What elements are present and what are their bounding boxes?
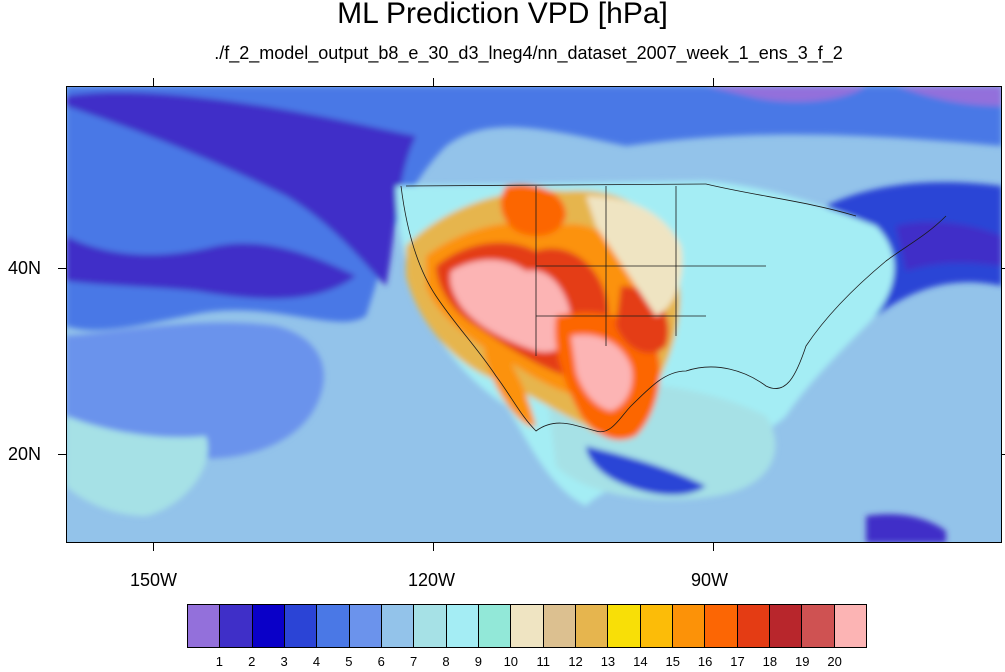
x-tick-label-90w: 90W <box>691 570 729 590</box>
vpd-map <box>66 86 1002 543</box>
colorbar-label: 10 <box>503 654 519 669</box>
colorbar-label: 6 <box>377 654 385 669</box>
colorbar-swatch <box>317 605 350 647</box>
colorbar-label: 18 <box>762 654 778 669</box>
colorbar-swatch <box>575 605 609 647</box>
y-tick-label-40n: 40N <box>8 258 42 278</box>
colorbar-swatch <box>188 605 221 647</box>
colorbar-swatch <box>414 605 447 647</box>
colorbar-label: 7 <box>410 654 418 669</box>
colorbar-label: 13 <box>600 654 616 669</box>
colorbar-swatch <box>640 605 673 647</box>
x-tick-mark <box>433 78 434 86</box>
colorbar-swatch <box>608 605 641 647</box>
x-tick-label-150w: 150W <box>130 570 178 590</box>
x-tick-mark <box>433 543 434 551</box>
colorbar-label: 16 <box>697 654 713 669</box>
colorbar-swatch <box>705 605 738 647</box>
colorbar-label: 15 <box>665 654 680 669</box>
colorbar-label: 4 <box>312 654 321 669</box>
colorbar-label: 9 <box>474 654 483 669</box>
colorbar-swatch <box>478 605 512 647</box>
colorbar-swatch <box>446 605 479 647</box>
x-tick-mark <box>153 543 154 551</box>
colorbar-label: 2 <box>248 654 256 669</box>
y-tick-mark <box>1002 268 1005 269</box>
colorbar-swatch <box>511 605 544 647</box>
colorbar-swatch <box>672 605 706 647</box>
map-title: ML Prediction VPD [hPa] <box>337 0 668 30</box>
colorbar-label: 11 <box>536 654 550 669</box>
y-tick-label-20n: 20N <box>8 444 42 464</box>
map-subtitle: ./f_2_model_output_b8_e_30_d3_lneg4/nn_d… <box>214 43 843 63</box>
colorbar-swatch <box>834 605 866 647</box>
vpd-contour-fill <box>66 86 1002 543</box>
colorbar-swatch <box>284 605 318 647</box>
y-tick-mark <box>58 454 66 455</box>
x-tick-label-120w: 120W <box>408 570 456 590</box>
colorbar-label: 20 <box>827 654 842 669</box>
colorbar <box>187 604 867 648</box>
coastlines <box>400 183 947 433</box>
colorbar-swatch <box>220 605 253 647</box>
x-tick-mark <box>713 543 714 551</box>
colorbar-swatch <box>252 605 285 647</box>
y-tick-mark <box>58 268 66 269</box>
x-tick-mark <box>153 78 154 86</box>
colorbar-label: 3 <box>280 654 288 669</box>
colorbar-swatch <box>381 605 415 647</box>
colorbar-label: 17 <box>730 654 745 669</box>
colorbar-swatch <box>543 605 576 647</box>
colorbar-label: 19 <box>795 654 810 669</box>
colorbar-swatch <box>802 605 835 647</box>
colorbar-label: 12 <box>568 654 583 669</box>
colorbar-label: 1 <box>215 654 223 669</box>
x-tick-mark <box>713 78 714 86</box>
y-tick-mark <box>1002 454 1005 455</box>
colorbar-swatch <box>769 605 803 647</box>
colorbar-label: 5 <box>345 654 353 669</box>
colorbar-label: 14 <box>633 654 648 669</box>
colorbar-swatch <box>737 605 770 647</box>
colorbar-swatch <box>349 605 382 647</box>
vpd-map-svg <box>66 86 1002 543</box>
colorbar-label: 8 <box>442 654 450 669</box>
